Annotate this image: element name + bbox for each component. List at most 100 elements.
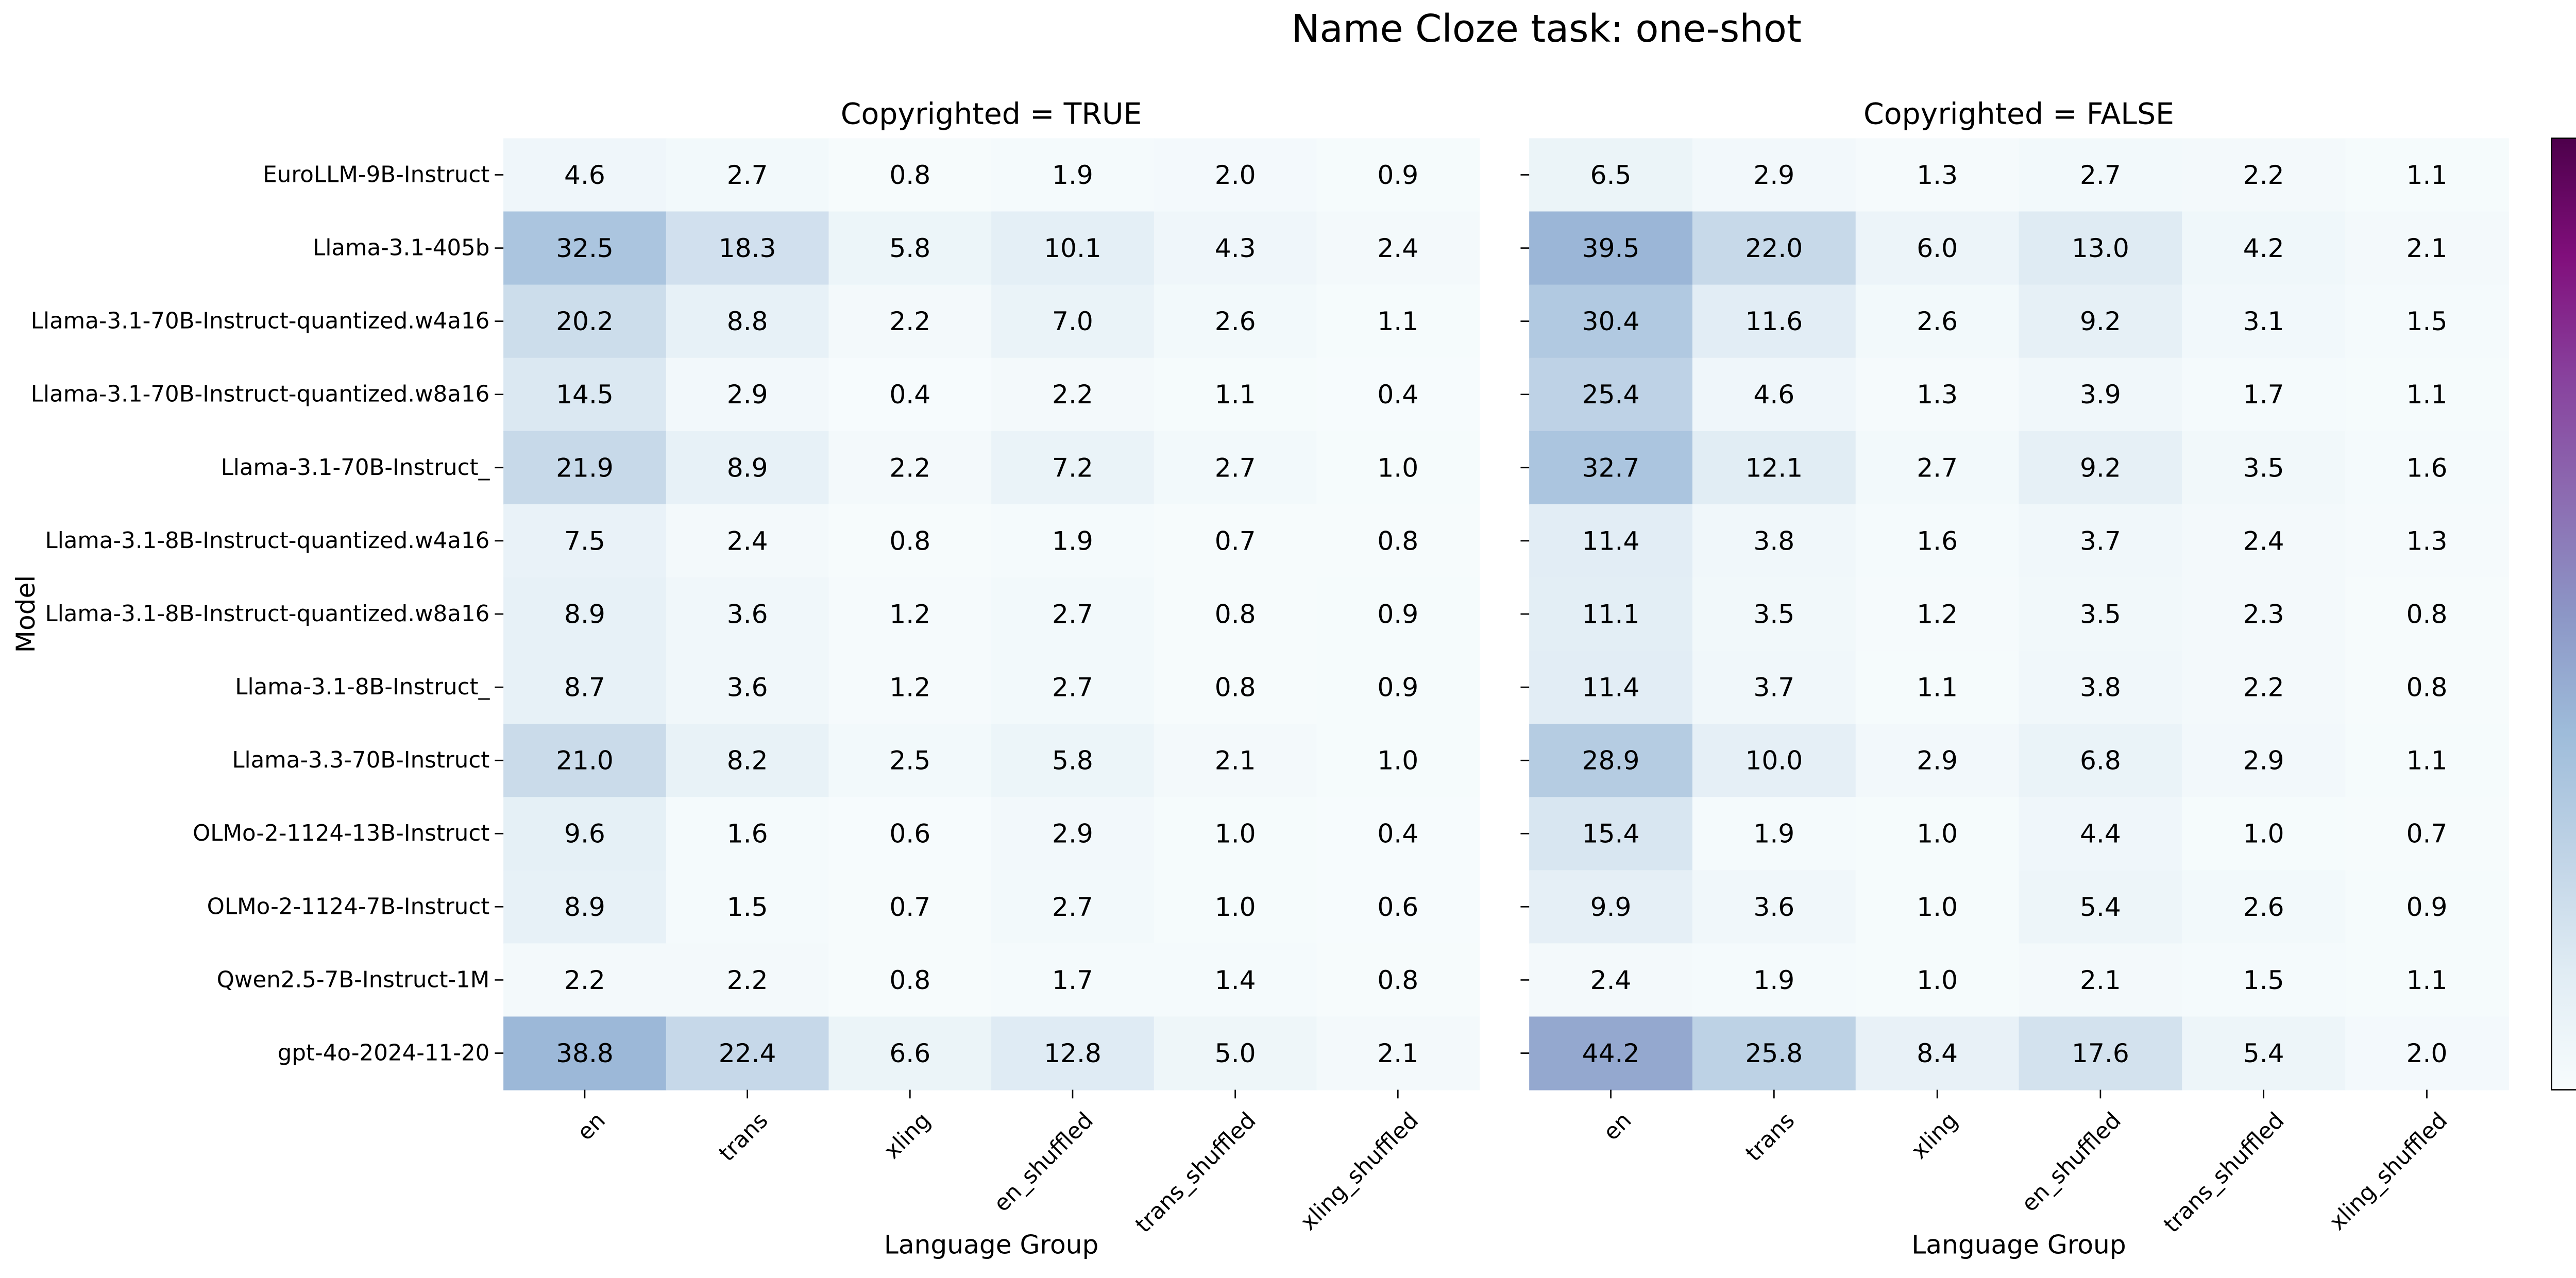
y-tick-label: OLMo-2-1124-13B-Instruct bbox=[193, 821, 489, 846]
cell-label: 2.1 bbox=[1377, 1038, 1418, 1068]
panel-title: Copyrighted = FALSE bbox=[1863, 97, 2174, 131]
cell-label: 9.2 bbox=[2080, 306, 2121, 336]
heatmap-cell bbox=[828, 724, 992, 798]
cell-label: 2.4 bbox=[1590, 965, 1632, 995]
heatmap-cell bbox=[503, 651, 667, 725]
heatmap-cell bbox=[1154, 724, 1317, 798]
x-tick-label: en bbox=[1599, 1107, 1637, 1146]
cell-label: 1.1 bbox=[1377, 306, 1418, 336]
heatmap-cell bbox=[1692, 357, 1856, 432]
heatmap-cell bbox=[1855, 1016, 2020, 1090]
heatmap-cell bbox=[2345, 943, 2509, 1017]
y-tick-label: Llama-3.1-70B-Instruct-quantized.w4a16 bbox=[31, 309, 490, 334]
heatmap-cell bbox=[1154, 943, 1317, 1017]
heatmap-cell bbox=[991, 504, 1155, 578]
y-tick-label: EuroLLM-9B-Instruct bbox=[263, 162, 489, 188]
cell-label: 2.4 bbox=[2243, 525, 2284, 556]
heatmap-cell bbox=[991, 284, 1155, 359]
heatmap-cell bbox=[2345, 651, 2509, 725]
cell-label: 4.2 bbox=[2243, 233, 2284, 263]
cell-label: 1.0 bbox=[1917, 819, 1958, 849]
cell-label: 2.0 bbox=[2406, 1038, 2448, 1068]
heatmap-cell bbox=[2345, 577, 2509, 652]
cell-label: 1.0 bbox=[1377, 452, 1418, 483]
cell-label: 7.5 bbox=[564, 525, 605, 556]
heatmap-cell bbox=[503, 357, 667, 432]
cell-label: 2.2 bbox=[564, 965, 605, 995]
cell-label: 2.2 bbox=[1052, 379, 1093, 410]
cell-label: 39.5 bbox=[1582, 233, 1640, 263]
heatmap-cell bbox=[1529, 211, 1693, 285]
heatmap-cell bbox=[1692, 577, 1856, 652]
heatmap-cell bbox=[2345, 504, 2509, 578]
cell-label: 2.7 bbox=[1917, 452, 1958, 483]
heatmap-cell bbox=[1316, 870, 1480, 944]
cell-label: 2.2 bbox=[2243, 672, 2284, 703]
heatmap-cell bbox=[1855, 651, 2020, 725]
cell-label: 1.9 bbox=[1753, 965, 1794, 995]
heatmap-cell bbox=[991, 724, 1155, 798]
cell-label: 0.8 bbox=[2406, 599, 2448, 629]
cell-label: 8.9 bbox=[564, 892, 605, 922]
cell-label: 0.8 bbox=[889, 525, 930, 556]
heatmap-cell bbox=[1855, 577, 2020, 652]
cell-label: 2.9 bbox=[1917, 745, 1958, 776]
heatmap-cell bbox=[1316, 577, 1480, 652]
heatmap-cell bbox=[2019, 943, 2183, 1017]
cell-label: 9.9 bbox=[1590, 892, 1632, 922]
cell-label: 0.4 bbox=[1377, 379, 1418, 410]
cell-label: 5.8 bbox=[1052, 745, 1093, 776]
cell-label: 0.6 bbox=[1377, 892, 1418, 922]
heatmap-cell bbox=[828, 943, 992, 1017]
cell-label: 13.0 bbox=[2072, 233, 2129, 263]
heatmap-cell bbox=[2019, 577, 2183, 652]
cell-label: 2.7 bbox=[1052, 672, 1093, 703]
heatmap-cell bbox=[1154, 138, 1317, 212]
heatmap-cell bbox=[991, 651, 1155, 725]
heatmap-cell bbox=[1316, 211, 1480, 285]
cell-label: 2.3 bbox=[2243, 599, 2284, 629]
cell-label: 2.7 bbox=[1052, 599, 1093, 629]
heatmap-cell bbox=[503, 870, 667, 944]
cell-label: 8.4 bbox=[1917, 1038, 1958, 1068]
cell-label: 3.5 bbox=[2243, 452, 2284, 483]
cell-label: 2.1 bbox=[2406, 233, 2448, 263]
heatmap-cell bbox=[1855, 943, 2020, 1017]
cell-label: 4.3 bbox=[1215, 233, 1256, 263]
cell-label: 1.1 bbox=[2406, 379, 2448, 410]
y-tick-label: OLMo-2-1124-7B-Instruct bbox=[207, 894, 490, 919]
cell-label: 1.2 bbox=[889, 672, 930, 703]
cell-label: 8.9 bbox=[727, 452, 768, 483]
cell-label: 1.1 bbox=[2406, 160, 2448, 190]
heatmap-cell bbox=[2019, 284, 2183, 359]
heatmap-cell bbox=[503, 724, 667, 798]
cell-label: 3.6 bbox=[1753, 892, 1794, 922]
cell-label: 0.8 bbox=[1377, 965, 1418, 995]
x-tick-label: xling bbox=[879, 1107, 936, 1164]
cell-label: 1.0 bbox=[1377, 745, 1418, 776]
heatmap-cell bbox=[1855, 504, 2020, 578]
x-tick-label: en_shuffled bbox=[989, 1107, 1098, 1217]
heatmap-cell bbox=[1529, 724, 1693, 798]
cell-label: 2.5 bbox=[889, 745, 930, 776]
heatmap-cell bbox=[1855, 211, 2020, 285]
heatmap-cell bbox=[666, 357, 829, 432]
heatmap-cell bbox=[1154, 357, 1317, 432]
cell-label: 2.9 bbox=[2243, 745, 2284, 776]
cell-label: 3.8 bbox=[1753, 525, 1794, 556]
heatmap-cell bbox=[666, 1016, 829, 1090]
heatmap-cell bbox=[2182, 724, 2346, 798]
cell-label: 2.4 bbox=[727, 525, 768, 556]
heatmap-cell bbox=[666, 138, 829, 212]
heatmap-cell bbox=[1316, 138, 1480, 212]
cell-label: 3.9 bbox=[2080, 379, 2121, 410]
heatmap-cell bbox=[828, 797, 992, 871]
heatmap-cell bbox=[828, 357, 992, 432]
cell-label: 5.8 bbox=[889, 233, 930, 263]
cell-label: 1.5 bbox=[2406, 306, 2448, 336]
heatmap-cell bbox=[991, 357, 1155, 432]
x-tick-label: xling bbox=[1906, 1107, 1963, 1164]
figure-title: Name Cloze task: one-shot bbox=[1291, 7, 1801, 51]
x-tick-label: xling_shuffled bbox=[2325, 1107, 2452, 1235]
